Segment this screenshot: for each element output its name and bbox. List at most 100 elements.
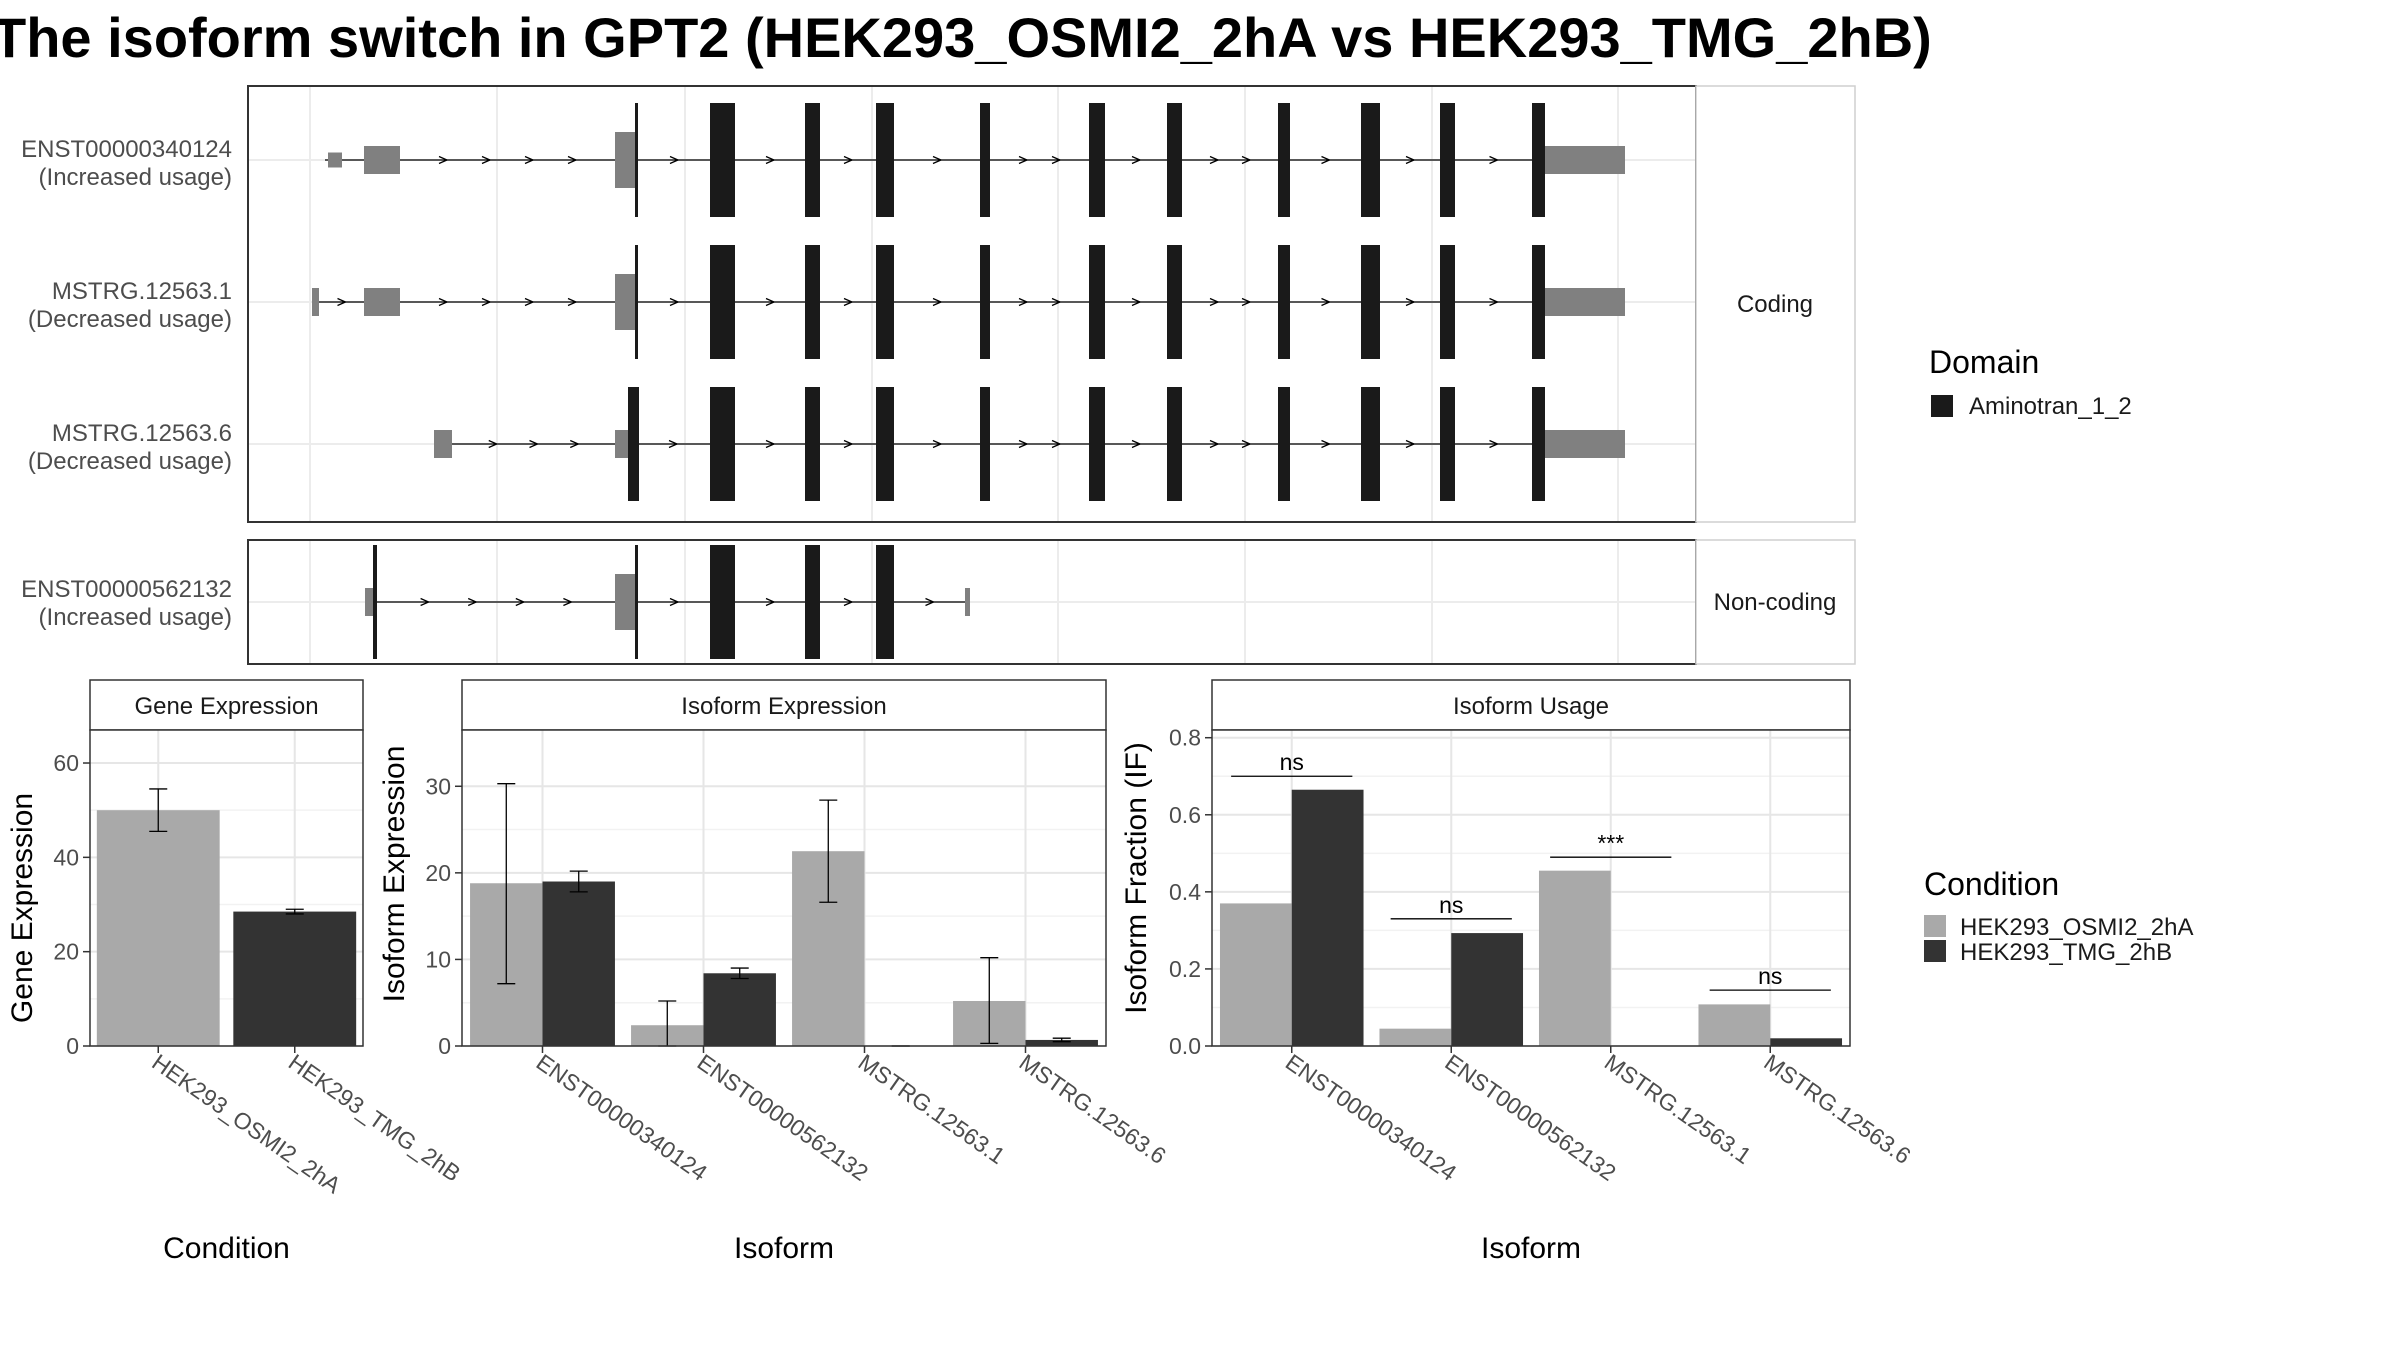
condition-legend-key-a	[1924, 915, 1946, 937]
direction-arrow	[1405, 155, 1416, 165]
domain-exon	[805, 245, 820, 359]
domain-exon	[635, 545, 638, 659]
condition-legend-label-a: HEK293_OSMI2_2hA	[1960, 914, 2193, 941]
domain-legend-title: Domain	[1929, 344, 2039, 380]
utr-exon	[328, 152, 342, 168]
coding-strip	[1695, 85, 1856, 523]
isoform-expression-xlabel: Isoform	[734, 1232, 834, 1265]
y-tick-label: 0.8	[1169, 725, 1201, 751]
bar	[1770, 1038, 1843, 1046]
domain-exon	[1167, 103, 1182, 217]
domain-exon	[1440, 387, 1455, 501]
y-tick-label: 20	[425, 860, 451, 886]
x-tick-label: ENST00000562132	[1440, 1049, 1620, 1186]
direction-arrow	[1051, 155, 1062, 165]
significance-label: ***	[1597, 830, 1624, 856]
y-tick-label: 30	[425, 773, 451, 799]
condition-legend-label-b: HEK293_TMG_2hB	[1960, 939, 2172, 966]
transcript-label-usage: (Increased usage)	[39, 164, 232, 191]
transcript-label-id: ENST00000340124	[21, 136, 232, 163]
utr-exon	[965, 588, 970, 616]
domain-exon	[1532, 245, 1545, 359]
significance-label: ns	[1758, 963, 1782, 989]
gene-expression-strip	[89, 679, 364, 731]
domain-legend-label: Aminotran_1_2	[1969, 393, 2132, 420]
plot-border	[1211, 729, 1851, 1047]
direction-arrow	[1209, 155, 1220, 165]
gene-expression-title: Gene Expression	[134, 693, 318, 720]
gene-expression-panel: Gene Expression Condition Gene Expressio…	[6, 679, 465, 1265]
direction-arrow	[1489, 439, 1500, 449]
direction-arrow	[488, 439, 499, 449]
condition-legend-key-b	[1924, 940, 1946, 962]
direction-arrow	[529, 439, 540, 449]
utr-exon	[1543, 146, 1625, 174]
direction-arrow	[843, 439, 854, 449]
domain-exon	[1532, 387, 1545, 501]
direction-arrow	[1018, 297, 1029, 307]
direction-arrow	[567, 155, 578, 165]
bar	[96, 810, 220, 1046]
direction-arrow	[1321, 439, 1332, 449]
direction-arrow	[669, 155, 680, 165]
domain-exon	[805, 103, 820, 217]
direction-arrow	[932, 297, 943, 307]
domain-exon	[1089, 245, 1105, 359]
direction-arrow	[1321, 297, 1332, 307]
x-tick-label: ENST00000340124	[1281, 1049, 1462, 1186]
direction-arrow	[515, 597, 526, 607]
direction-arrow	[1018, 439, 1029, 449]
transcript-track	[312, 245, 1625, 359]
domain-exon	[1361, 103, 1380, 217]
direction-arrow	[337, 297, 348, 307]
domain-exon	[876, 103, 894, 217]
direction-arrow	[843, 155, 854, 165]
domain-exon	[710, 387, 735, 501]
direction-arrow	[569, 439, 580, 449]
utr-exon	[615, 574, 635, 630]
direction-arrow	[1405, 439, 1416, 449]
domain-exon	[876, 545, 894, 659]
gene-expression-ylabel: Gene Expression	[6, 793, 39, 1023]
isoform-expression-strip	[461, 679, 1107, 731]
x-tick-label: MSTRG.12563.6	[1015, 1049, 1171, 1169]
direction-arrow	[467, 597, 478, 607]
domain-exon	[980, 245, 990, 359]
direction-arrow	[669, 597, 680, 607]
utr-exon	[1543, 288, 1625, 316]
domain-exon	[876, 387, 894, 501]
direction-arrow	[1131, 155, 1142, 165]
direction-arrow	[765, 155, 776, 165]
transcript-label-id: MSTRG.12563.6	[52, 420, 232, 447]
domain-exon	[635, 103, 638, 217]
transcript-structure-plot: Coding Non-coding ENST00000340124 (Incre…	[21, 85, 1856, 665]
direction-arrow	[765, 439, 776, 449]
direction-arrow	[1489, 297, 1500, 307]
transcript-track	[325, 103, 1625, 217]
utr-exon	[1543, 430, 1625, 458]
direction-arrow	[932, 155, 943, 165]
direction-arrow	[1018, 155, 1029, 165]
utr-exon	[615, 132, 635, 188]
direction-arrow	[1051, 297, 1062, 307]
x-tick-label: MSTRG.12563.1	[1600, 1049, 1756, 1169]
direction-arrow	[1209, 297, 1220, 307]
transcript-label-id: ENST00000562132	[21, 576, 232, 603]
x-tick-label: ENST00000340124	[532, 1049, 713, 1186]
domain-legend-key	[1931, 395, 1953, 417]
domain-exon	[876, 245, 894, 359]
utr-exon	[364, 288, 400, 316]
condition-legend-title: Condition	[1924, 866, 2059, 902]
domain-exon	[1167, 387, 1182, 501]
transcript-label-id: MSTRG.12563.1	[52, 278, 232, 305]
direction-arrow	[567, 297, 578, 307]
domain-exon	[628, 387, 639, 501]
domain-exon	[710, 245, 735, 359]
domain-exon	[635, 245, 638, 359]
x-tick-label: ENST00000562132	[693, 1049, 873, 1186]
transcript-label-usage: (Decreased usage)	[28, 448, 232, 475]
utr-exon	[364, 146, 400, 174]
direction-arrow	[668, 439, 679, 449]
direction-arrow	[932, 439, 943, 449]
condition-legend: Condition HEK293_OSMI2_2hA HEK293_TMG_2h…	[1924, 866, 2193, 966]
